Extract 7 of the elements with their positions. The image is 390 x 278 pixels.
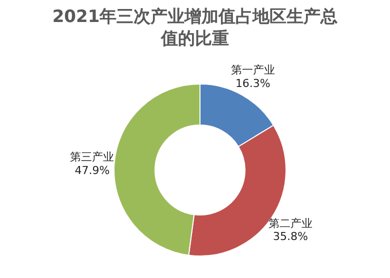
slice-label: 第三产业 <box>70 150 114 164</box>
data-label: 47.9% <box>74 164 110 177</box>
data-label: 35.8% <box>272 230 308 244</box>
slice-label: 第二产业 <box>268 216 312 230</box>
data-label: 16.3% <box>235 76 270 90</box>
chart-title: 2021年三次产业增加值占地区生产总值的比重 <box>51 6 339 51</box>
slice-label: 第一产业 <box>230 64 275 77</box>
